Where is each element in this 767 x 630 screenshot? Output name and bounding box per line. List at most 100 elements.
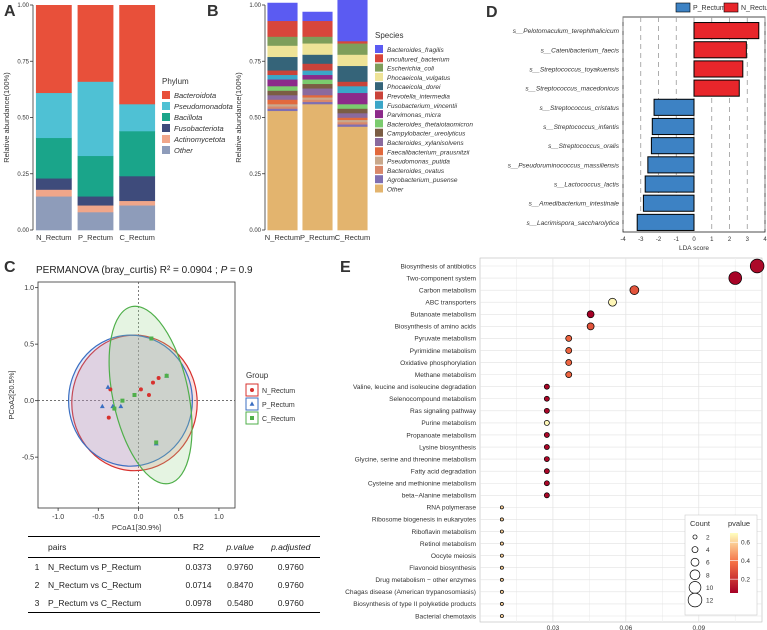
- bar-segment: [337, 41, 368, 44]
- table-row: 2 N_Rectum vs C_Rectum 0.0714 0.8470 0.9760: [28, 576, 320, 594]
- y-tick-label: 0.75: [17, 59, 29, 65]
- color-legend-title: pvalue: [728, 519, 750, 528]
- pathway-label: Chagas disease (American trypanosomiasis…: [345, 589, 476, 596]
- bar-segment: [302, 95, 333, 98]
- x-tick-label: 2: [728, 237, 732, 243]
- bar-segment: [302, 11, 333, 22]
- pathway-label: Glycine, serine and threonine metabolism: [355, 456, 477, 463]
- legend-swatch: [375, 165, 383, 174]
- legend-swatch: [723, 2, 739, 13]
- table-body: 1 N_Rectum vs P_Rectum 0.0373 0.9760 0.9760 2…: [28, 558, 320, 613]
- panel-label-d: D: [486, 4, 498, 21]
- pathway-label: RNA polymerase: [427, 505, 477, 512]
- species-label: s__Amedibacterium_intestinale: [529, 201, 620, 208]
- plot-title: PERMANOVA (bray_curtis) R² = 0.0904 ; P …: [36, 265, 253, 276]
- bar-segment: [337, 65, 368, 82]
- bar-segment: [337, 81, 368, 87]
- legend-label: Fusobacteriota: [174, 124, 224, 133]
- legend-label: Campylobacter_ureolyticus: [387, 131, 466, 138]
- enrichment-dot: [499, 553, 504, 558]
- size-legend-circle: [691, 546, 699, 553]
- bar-segment: [267, 56, 298, 71]
- enrichment-dot: [565, 335, 573, 342]
- lda-bar: [693, 22, 760, 40]
- pathway-label: beta−Alanine metabolism: [402, 493, 477, 500]
- enrichment-dot: [543, 420, 550, 426]
- legend-swatch: [375, 91, 383, 100]
- enrichment-dot: [543, 468, 550, 475]
- pathway-label: Carbon metabolism: [419, 287, 477, 294]
- x-tick-label: -1.0: [52, 514, 64, 521]
- lda-bar: [653, 98, 695, 116]
- bar-segment: [267, 86, 298, 91]
- legend-label: Phocaeicola_vulgatus: [387, 75, 451, 82]
- legend-label: Bacteroidota: [174, 91, 216, 100]
- data-point: [106, 415, 111, 420]
- pathway-label: Pyruvate metabolism: [414, 336, 476, 343]
- pathway-label: Pyrimidine metabolism: [410, 348, 477, 355]
- bar-segment: [337, 92, 368, 105]
- bar-segment: [35, 189, 72, 197]
- enrichment-dot: [565, 371, 573, 378]
- bar-segment: [337, 54, 368, 67]
- bar-segment: [267, 2, 298, 22]
- bar-segment: [302, 79, 333, 85]
- legend-swatch: [375, 45, 383, 53]
- color-legend-label: 0.4: [741, 558, 750, 565]
- enrichment-dot: [499, 541, 504, 546]
- legend-label: Faecalibacterium_prausnitzii: [387, 149, 470, 156]
- legend-marker: [250, 388, 254, 392]
- pathway-label: Oxidative phosphorylation: [400, 360, 476, 367]
- legend-swatch: [375, 156, 383, 165]
- table-cell-idx: 2: [34, 580, 40, 590]
- legend-swatch: [375, 110, 383, 119]
- bar-segment: [119, 131, 156, 177]
- legend-label: N_Rectum: [262, 388, 295, 395]
- bar-segment: [337, 113, 368, 118]
- y-tick-label: 0.00: [249, 228, 261, 234]
- bar-segment: [302, 54, 333, 64]
- lda-bar: [636, 213, 695, 231]
- pathway-label: Ras signaling pathway: [410, 408, 477, 415]
- y-tick-label: 0.50: [249, 116, 261, 122]
- legend-marker: [249, 401, 255, 406]
- legend-swatch: [375, 82, 383, 91]
- bar-segment: [267, 74, 298, 80]
- data-point: [154, 440, 159, 445]
- bar-segment: [119, 200, 156, 206]
- panel-label-e: E: [340, 259, 351, 276]
- bar-segment: [77, 5, 114, 82]
- species-label: s__Streptococcus_oralis: [548, 143, 620, 150]
- table-cell-idx: 3: [28, 594, 46, 613]
- legend-swatch: [375, 147, 383, 156]
- species-label: s__Catenibacterium_faecis: [541, 47, 620, 54]
- x-tick-label: 4: [763, 237, 767, 243]
- legend-title: Phylum: [162, 77, 189, 86]
- size-legend-label: 2: [706, 535, 710, 542]
- legend-swatch: [375, 175, 383, 184]
- species-label: s__Streptococcus_macedonicus: [525, 86, 619, 93]
- pathway-label: Two-component system: [406, 275, 476, 282]
- x-tick-label: -2: [656, 237, 662, 243]
- bar-segment: [77, 81, 114, 157]
- legend-swatch: [162, 124, 170, 132]
- confidence-ellipse-p-rectum: [67, 334, 193, 467]
- legend-swatch: [375, 100, 383, 109]
- enrichment-dot: [543, 456, 550, 462]
- legend-swatch: [375, 72, 383, 81]
- table-cell-idx: 1: [34, 562, 40, 572]
- bar-segment: [77, 196, 114, 206]
- table-header-r2: R2: [178, 536, 219, 558]
- y-tick-label: -0.5: [22, 455, 34, 462]
- lda-bar: [644, 175, 695, 193]
- bar-segment: [302, 88, 333, 96]
- legend-label: P_Rectum: [262, 402, 295, 409]
- pathway-label: Propanoate metabolism: [406, 432, 476, 439]
- legend-label: Bacteroides_ovatus: [387, 168, 445, 175]
- size-legend-label: 10: [706, 585, 714, 592]
- pathway-label: Butanoate metabolism: [410, 312, 476, 319]
- legend-label: Fusobacterium_vincentii: [387, 103, 458, 110]
- enrichment-dot: [543, 480, 550, 487]
- pathway-label: Purine metabolism: [421, 420, 476, 427]
